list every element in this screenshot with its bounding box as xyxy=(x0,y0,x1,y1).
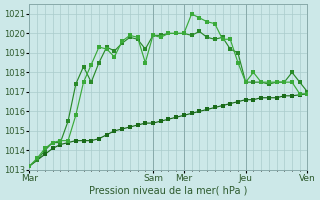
X-axis label: Pression niveau de la mer( hPa ): Pression niveau de la mer( hPa ) xyxy=(89,186,248,196)
